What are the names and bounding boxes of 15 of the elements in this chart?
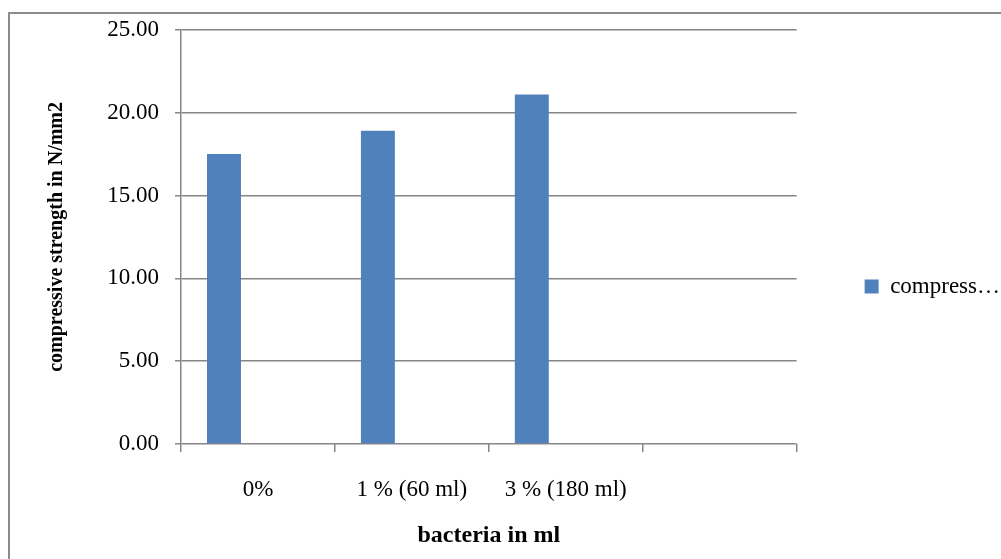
legend-label: compress… [890, 272, 1001, 298]
y-axis-title: compressive strength in N/mm2 [44, 102, 68, 372]
x-tick-label: 3 % (180 ml) [504, 475, 627, 501]
y-tick-label: 20.00 [107, 98, 159, 124]
y-tick-label: 10.00 [107, 264, 159, 290]
bar [360, 130, 395, 444]
y-tick-label: 0.00 [118, 430, 159, 456]
x-tick-label: 1 % (60 ml) [356, 475, 468, 501]
y-tick-label: 5.00 [118, 347, 159, 373]
y-tick-label: 25.00 [107, 15, 159, 41]
bar [514, 94, 549, 444]
x-axis-title: bacteria in ml [417, 520, 561, 547]
x-tick-label: 0% [242, 475, 274, 501]
y-tick-label: 15.00 [107, 181, 159, 207]
bar [207, 154, 241, 444]
